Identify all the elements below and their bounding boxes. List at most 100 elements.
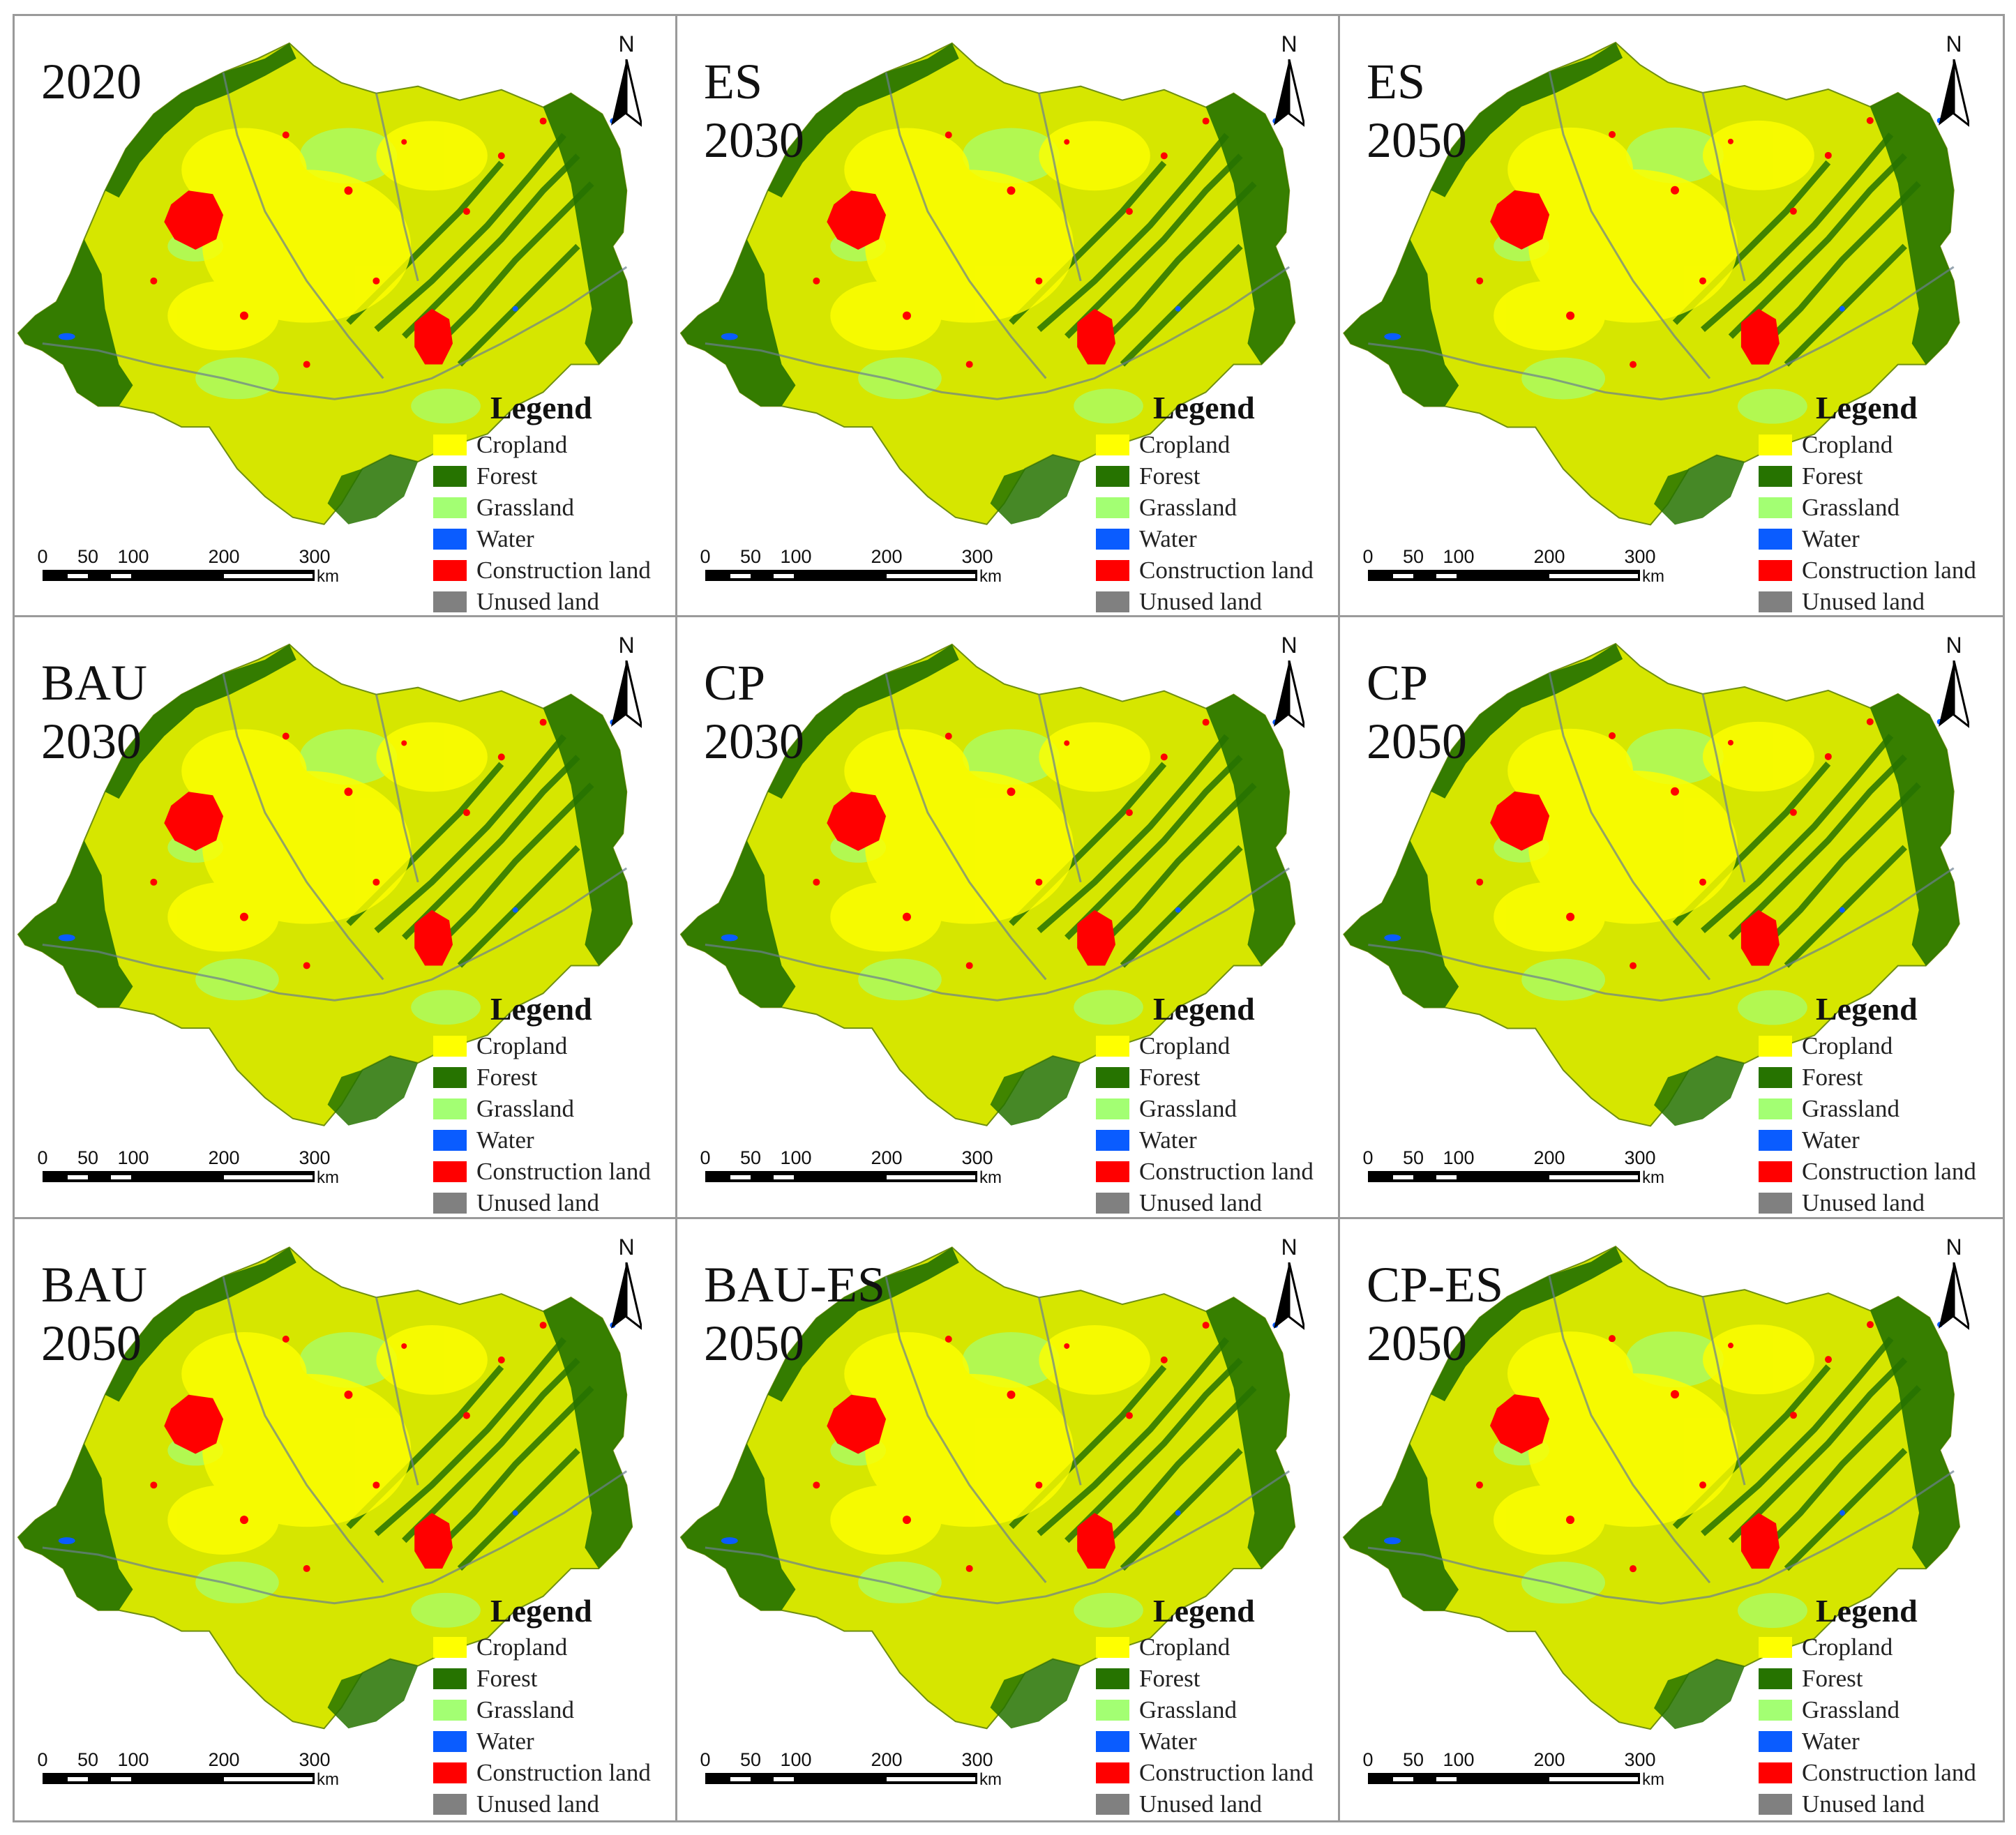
legend-item-cropland: Cropland — [1759, 429, 1989, 460]
legend-label: Cropland — [1139, 1032, 1231, 1059]
north-label: N — [1946, 1234, 1962, 1260]
legend-swatch — [433, 559, 467, 581]
water-bodies — [1384, 117, 1943, 340]
construction-land — [813, 1321, 1210, 1572]
legend-title: Legend — [1153, 1592, 1255, 1629]
scale-bar: 0 50 100 200 300 km — [37, 1147, 370, 1196]
year-label: 2050 — [1367, 713, 1467, 770]
legend-swatch — [433, 1098, 467, 1119]
scale-tick: 100 — [117, 1749, 149, 1770]
legend-swatch — [433, 1700, 467, 1721]
legend-label: Cropland — [1802, 430, 1893, 458]
legend-item-grassland: Grassland — [1759, 1093, 1989, 1124]
legend-swatch — [1096, 1762, 1129, 1784]
legend-title: Legend — [490, 991, 592, 1027]
legend-label: Unused land — [1802, 1790, 1925, 1818]
forest-patch — [990, 455, 1081, 524]
scale-bar-graphic — [43, 1171, 315, 1183]
construction-land — [1476, 1320, 1874, 1572]
land-use-map — [1342, 1245, 1961, 1730]
legend-label: Construction land — [1139, 1759, 1314, 1787]
scale-tick: 300 — [961, 1749, 993, 1770]
legend-title: Legend — [1816, 390, 1918, 425]
land-use-map — [1343, 643, 1960, 1127]
legend-label: Water — [1802, 1126, 1860, 1154]
legend-title: Legend — [1153, 991, 1255, 1027]
legend-swatch — [1759, 1161, 1792, 1182]
map-panel-7: BAU 2050 N Legend Cropland Forest Grassl… — [15, 1218, 677, 1820]
forest-patch — [990, 1056, 1081, 1126]
scale-bar-graphic — [1368, 1772, 1640, 1784]
legend-label: Cropland — [1802, 1032, 1893, 1059]
forest-patch — [1344, 1442, 1459, 1610]
scale-tick: 0 — [700, 1147, 711, 1169]
scale-tick: 100 — [780, 1749, 812, 1770]
land-use-map — [679, 42, 1296, 525]
scale-bar-graphic — [705, 1772, 977, 1784]
legend-label: Water — [1139, 1126, 1197, 1154]
legend-item-water: Water — [433, 523, 663, 554]
legend-item-grassland: Grassland — [433, 492, 663, 523]
scale-bar-graphic — [1368, 1171, 1640, 1183]
legend-item-grassland: Grassland — [1759, 1695, 1989, 1726]
legend-item-forest: Forest — [1096, 1062, 1326, 1093]
ridge-lines — [1672, 734, 1921, 969]
north-arrow: N — [1933, 1234, 1975, 1339]
scale-bar-graphic — [43, 1772, 315, 1784]
legend-swatch — [1096, 1161, 1129, 1182]
legend-item-grassland: Grassland — [1759, 492, 1989, 523]
legend-swatch — [1759, 1700, 1792, 1721]
legend-label: Construction land — [1802, 556, 1976, 584]
year-label: 2030 — [704, 713, 804, 770]
legend-swatch — [1096, 1129, 1129, 1151]
legend-label: Grassland — [476, 1696, 574, 1724]
forest-patch — [1654, 455, 1745, 525]
forest-patch — [680, 1443, 796, 1610]
ridge-lines — [1672, 132, 1921, 367]
legend-swatch — [433, 1035, 467, 1057]
legend-label: Grassland — [1139, 1696, 1237, 1724]
cropland-patches — [167, 1324, 488, 1555]
legend-label: Forest — [1139, 462, 1201, 490]
forest-patch — [767, 1247, 959, 1402]
north-label: N — [1946, 633, 1962, 658]
north-arrow-icon — [611, 59, 642, 127]
north-arrow-icon — [1274, 59, 1304, 127]
legend-item-construction-land: Construction land — [1096, 1758, 1326, 1789]
map-panel-3: ES 2050 N Legend Cropland Forest Grassla… — [1340, 16, 2003, 618]
construction-land — [150, 718, 547, 969]
legend-swatch — [1096, 1731, 1129, 1753]
panel-title: BAU 2050 — [41, 1255, 147, 1373]
scale-tick: 300 — [961, 1147, 993, 1169]
legend-label: Water — [1139, 524, 1197, 552]
construction-land — [150, 1321, 547, 1572]
legend-label: Forest — [476, 1665, 538, 1693]
legend-label: Forest — [1802, 1665, 1863, 1693]
legend: Legend Cropland Forest Grassland Water C… — [1096, 990, 1326, 1216]
scale-tick: 200 — [1533, 1749, 1565, 1770]
legend-label: Grassland — [476, 493, 574, 521]
legend-swatch — [1759, 1129, 1792, 1151]
legend-swatch — [1096, 1098, 1129, 1119]
scenario-label: CP — [704, 655, 766, 711]
legend-item-grassland: Grassland — [1096, 1093, 1326, 1124]
map-panel-1: 2020 N Legend Cropland Forest Grassland — [15, 16, 677, 618]
scale-bar: 0 50 100 200 300 km — [1362, 1147, 1696, 1196]
legend-swatch — [433, 1161, 467, 1182]
legend-label: Unused land — [1139, 1188, 1262, 1216]
scale-tick: 200 — [871, 1147, 903, 1169]
legend-item-cropland: Cropland — [1759, 1632, 1989, 1663]
cropland-patches — [1494, 722, 1814, 952]
ridge-lines — [1009, 734, 1257, 968]
cropland-patches — [167, 722, 488, 952]
scale-tick: 200 — [208, 546, 240, 567]
forest-patch — [990, 1659, 1081, 1728]
north-arrow-icon — [611, 660, 642, 729]
scale-tick: 50 — [77, 546, 99, 567]
year-label: 2030 — [704, 112, 804, 168]
legend-label: Cropland — [1139, 430, 1231, 458]
north-label: N — [1281, 633, 1297, 658]
legend-swatch — [1096, 1192, 1129, 1214]
legend-swatch — [433, 434, 467, 455]
legend-label: Cropland — [1802, 1633, 1893, 1661]
